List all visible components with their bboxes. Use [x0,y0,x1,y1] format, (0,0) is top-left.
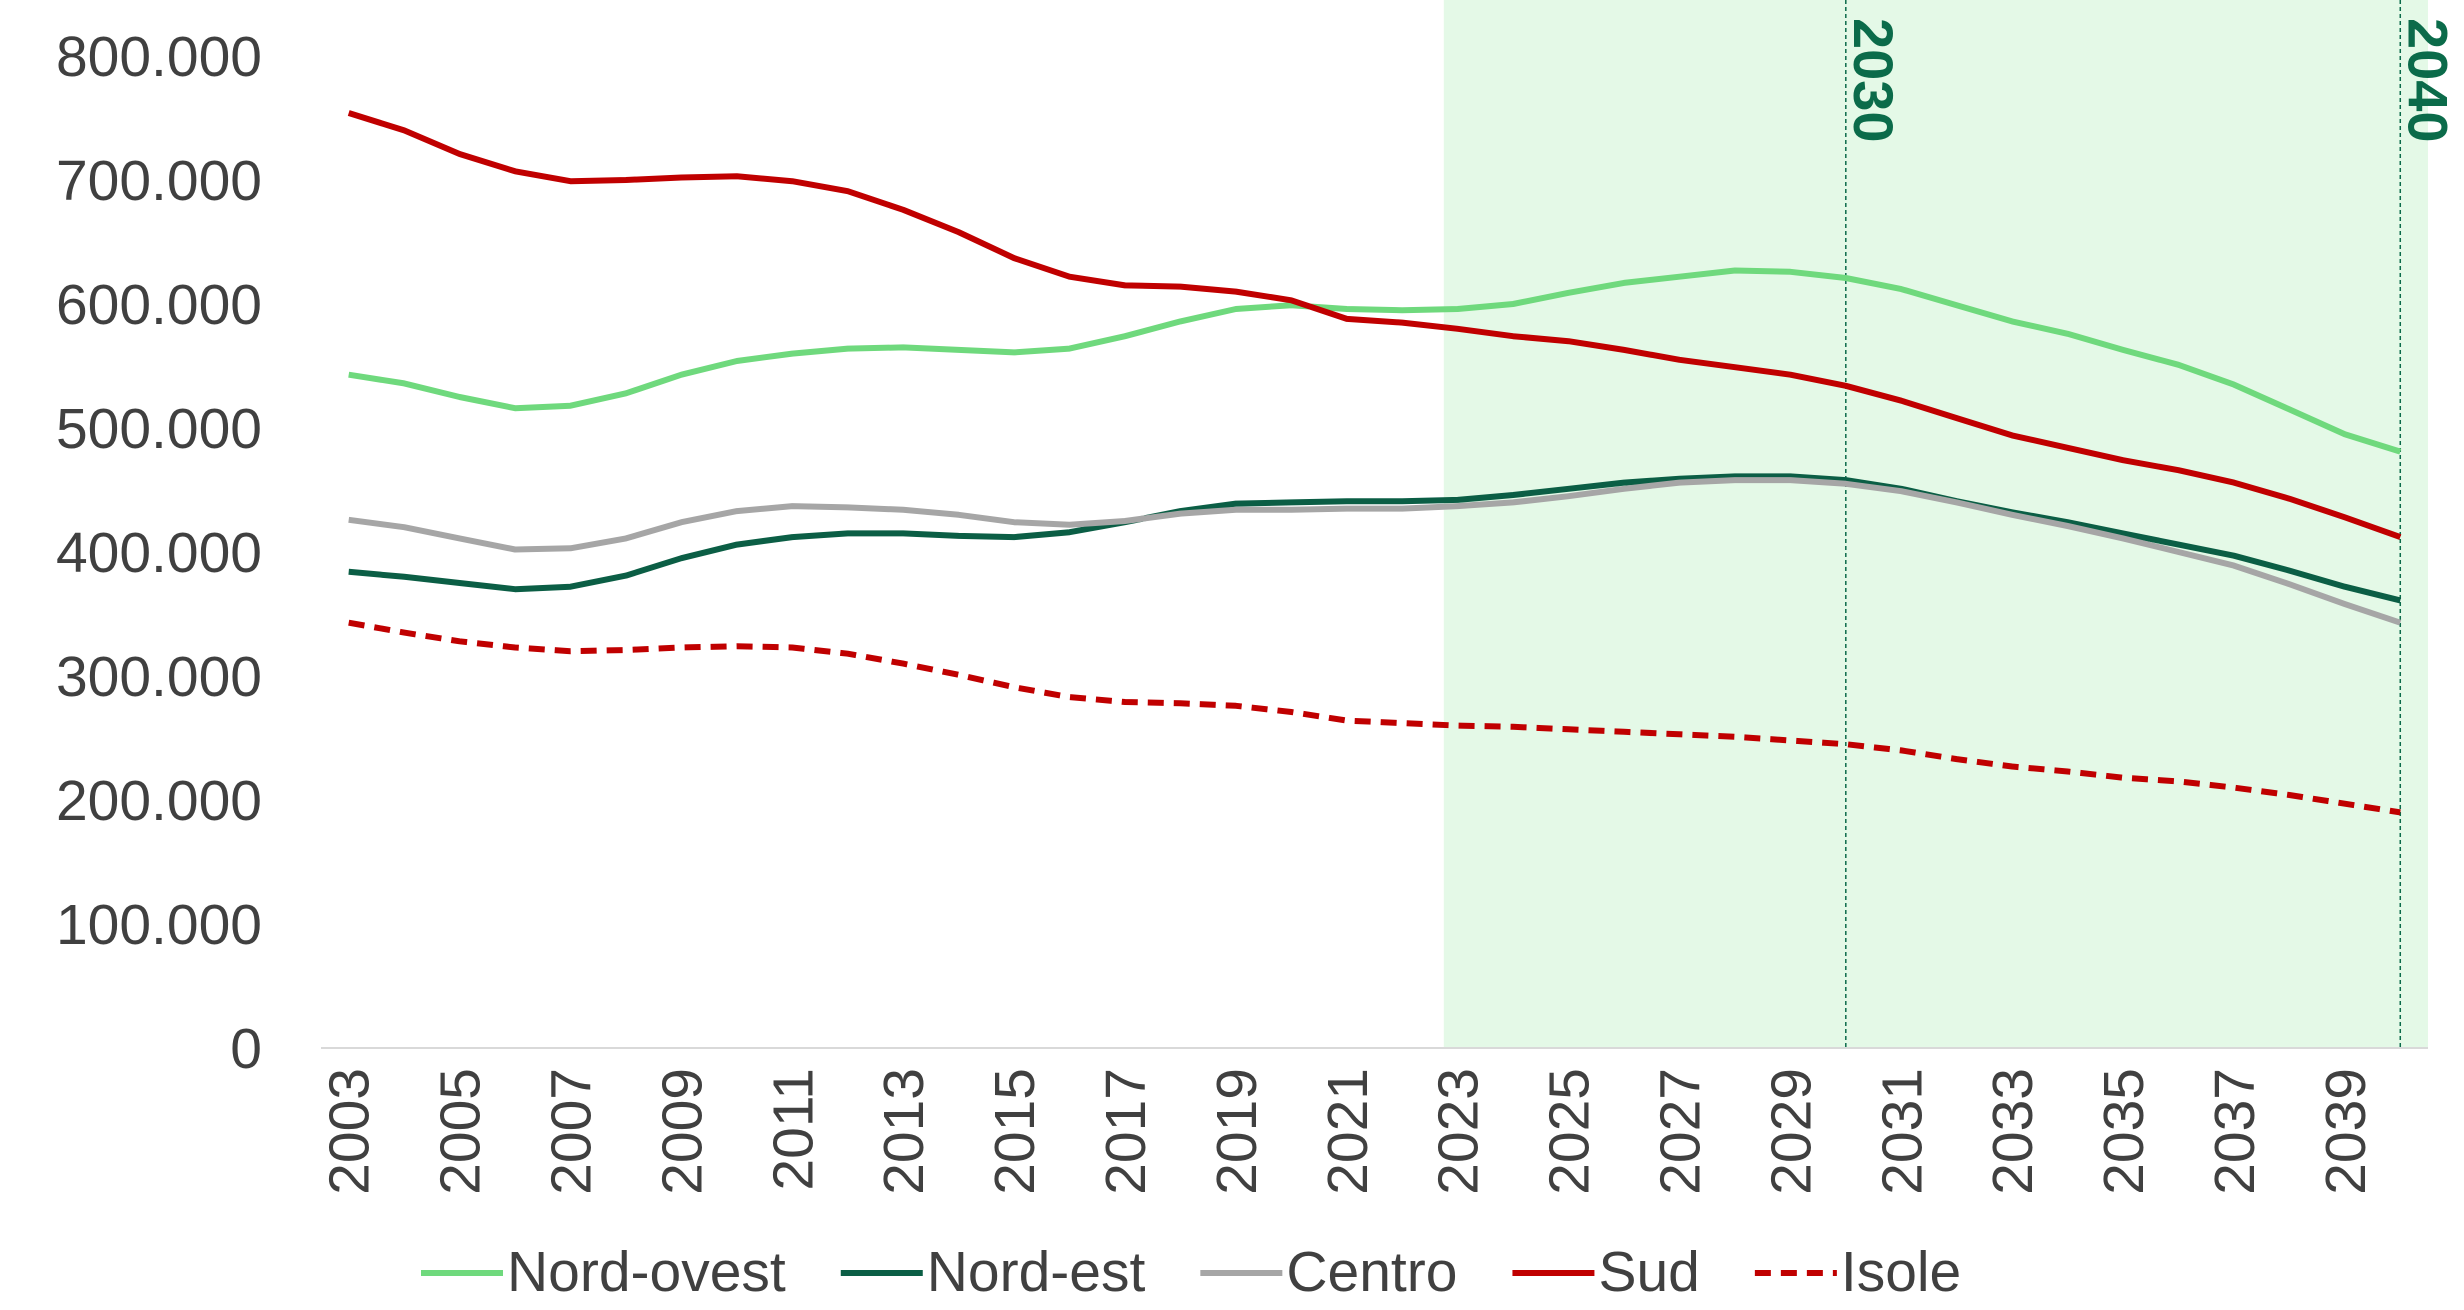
x-tick-label: 2013 [872,1068,936,1195]
y-tick-label: 500.000 [56,397,262,461]
series-line [347,110,2402,540]
x-tick-label: 2009 [650,1068,714,1195]
x-tick-label: 2015 [983,1068,1047,1195]
x-tick-label: 2023 [1427,1068,1491,1195]
x-tick-label: 2037 [2203,1068,2267,1195]
x-tick-label: 2003 [318,1068,382,1195]
legend-label: Nord-est [927,1240,1146,1304]
x-tick-label: 2031 [1870,1068,1934,1195]
y-tick-label: 300.000 [56,645,262,709]
legend-label: Sud [1598,1240,1699,1304]
x-tick-label: 2017 [1094,1068,1158,1195]
y-tick-label: 100.000 [56,893,262,957]
series-line [348,477,2402,626]
y-tick-label: 0 [230,1017,262,1081]
series-line [348,473,2402,604]
x-tick-label: 2005 [429,1068,493,1195]
x-tick-label: 2019 [1205,1068,1269,1195]
annotation-label: 2030 [1842,18,1905,143]
legend-label: Centro [1286,1240,1457,1304]
y-tick-label: 200.000 [56,769,262,833]
x-tick-label: 2029 [1759,1068,1823,1195]
series-line [348,267,2402,455]
annotation-label: 2040 [2396,18,2459,143]
x-tick-label: 2035 [2092,1068,2156,1195]
x-tick-label: 2039 [2314,1068,2378,1195]
legend-label: Isole [1841,1240,1961,1304]
x-tick-label: 2007 [540,1068,604,1195]
x-tick-label: 2025 [1538,1068,1602,1195]
x-tick-label: 2011 [761,1068,825,1191]
series-line [348,619,2401,816]
y-tick-label: 700.000 [56,149,262,213]
x-tick-label: 2027 [1648,1068,1712,1195]
legend-label: Nord-ovest [507,1240,786,1304]
forecast-region [1443,0,2428,1048]
x-tick-label: 2033 [1981,1068,2045,1195]
y-tick-label: 400.000 [56,521,262,585]
y-tick-label: 600.000 [56,273,262,337]
x-tick-label: 2021 [1316,1068,1380,1195]
y-tick-label: 800.000 [56,25,262,89]
